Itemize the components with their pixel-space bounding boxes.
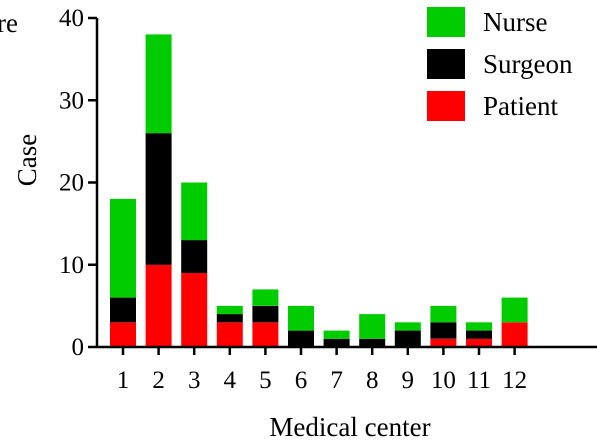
y-tick-label: 40	[59, 5, 84, 32]
bar-segment-surgeon-3	[181, 240, 208, 273]
x-tick-label: 4	[224, 367, 237, 394]
x-tick-label: 11	[467, 367, 491, 394]
bar-segment-surgeon-11	[466, 330, 492, 339]
bar-segment-nurse-10	[430, 305, 457, 323]
bar-segment-nurse-1	[110, 198, 136, 298]
bar-segment-nurse-4	[216, 305, 243, 315]
bar-segment-nurse-8	[359, 314, 386, 339]
bar-segment-surgeon-1	[110, 297, 136, 323]
x-tick-label: 9	[402, 367, 415, 394]
bar-segment-nurse-11	[466, 322, 492, 331]
bar-segment-nurse-12	[501, 297, 528, 323]
legend-swatch-nurse	[427, 7, 465, 37]
bar-segment-patient-1	[110, 322, 136, 347]
x-tick-label: 10	[431, 367, 456, 394]
cropped-title-fragment: re	[0, 8, 18, 38]
bar-segment-surgeon-5	[252, 305, 279, 323]
y-tick-label: 0	[72, 334, 85, 361]
bar-segment-nurse-9	[394, 322, 421, 331]
legend-swatch-surgeon	[427, 49, 465, 79]
y-tick-label: 10	[59, 252, 84, 279]
legend-label-nurse: Nurse	[483, 7, 547, 37]
bar-segment-surgeon-2	[145, 133, 172, 265]
x-tick-label: 8	[366, 367, 379, 394]
bar-segment-surgeon-4	[216, 314, 243, 323]
y-tick-label: 30	[59, 87, 84, 114]
x-tick-label: 2	[152, 367, 165, 394]
legend: Nurse Surgeon Patient	[427, 7, 573, 121]
bar-segment-surgeon-10	[430, 322, 457, 339]
bar-segment-nurse-6	[288, 305, 314, 331]
bar-segment-patient-12	[501, 322, 528, 347]
bar-segment-surgeon-6	[288, 330, 314, 347]
bars-group	[110, 34, 528, 348]
bar-segment-nurse-5	[252, 289, 279, 306]
bar-segment-nurse-3	[181, 182, 208, 241]
y-axis-title: Case	[12, 134, 42, 187]
bar-segment-patient-4	[216, 322, 243, 347]
y-axis-ticks: 0 10 20 30 40	[59, 5, 97, 361]
x-tick-label: 12	[502, 367, 527, 394]
legend-label-patient: Patient	[483, 91, 558, 121]
legend-label-surgeon: Surgeon	[483, 49, 573, 79]
legend-swatch-patient	[427, 91, 465, 121]
x-tick-label: 3	[188, 367, 201, 394]
bar-segment-patient-3	[181, 273, 208, 347]
x-tick-label: 7	[330, 367, 343, 394]
bar-segment-patient-2	[145, 264, 172, 348]
bar-segment-patient-10	[430, 338, 457, 347]
y-tick-label: 20	[59, 170, 84, 197]
x-tick-label: 1	[117, 367, 130, 394]
bar-segment-surgeon-7	[323, 338, 350, 347]
bar-segment-patient-11	[466, 338, 492, 347]
bar-segment-patient-5	[252, 322, 279, 347]
bar-segment-surgeon-9	[394, 330, 421, 347]
x-axis-ticks: 1 2 3 4 5 6 7 8 9 10 11 12	[117, 347, 527, 394]
x-axis-title: Medical center	[269, 412, 430, 440]
bar-segment-nurse-2	[145, 34, 172, 134]
bar-segment-surgeon-8	[359, 338, 386, 347]
bar-segment-nurse-7	[323, 330, 350, 339]
x-tick-label: 5	[259, 367, 272, 394]
x-tick-label: 6	[295, 367, 308, 394]
